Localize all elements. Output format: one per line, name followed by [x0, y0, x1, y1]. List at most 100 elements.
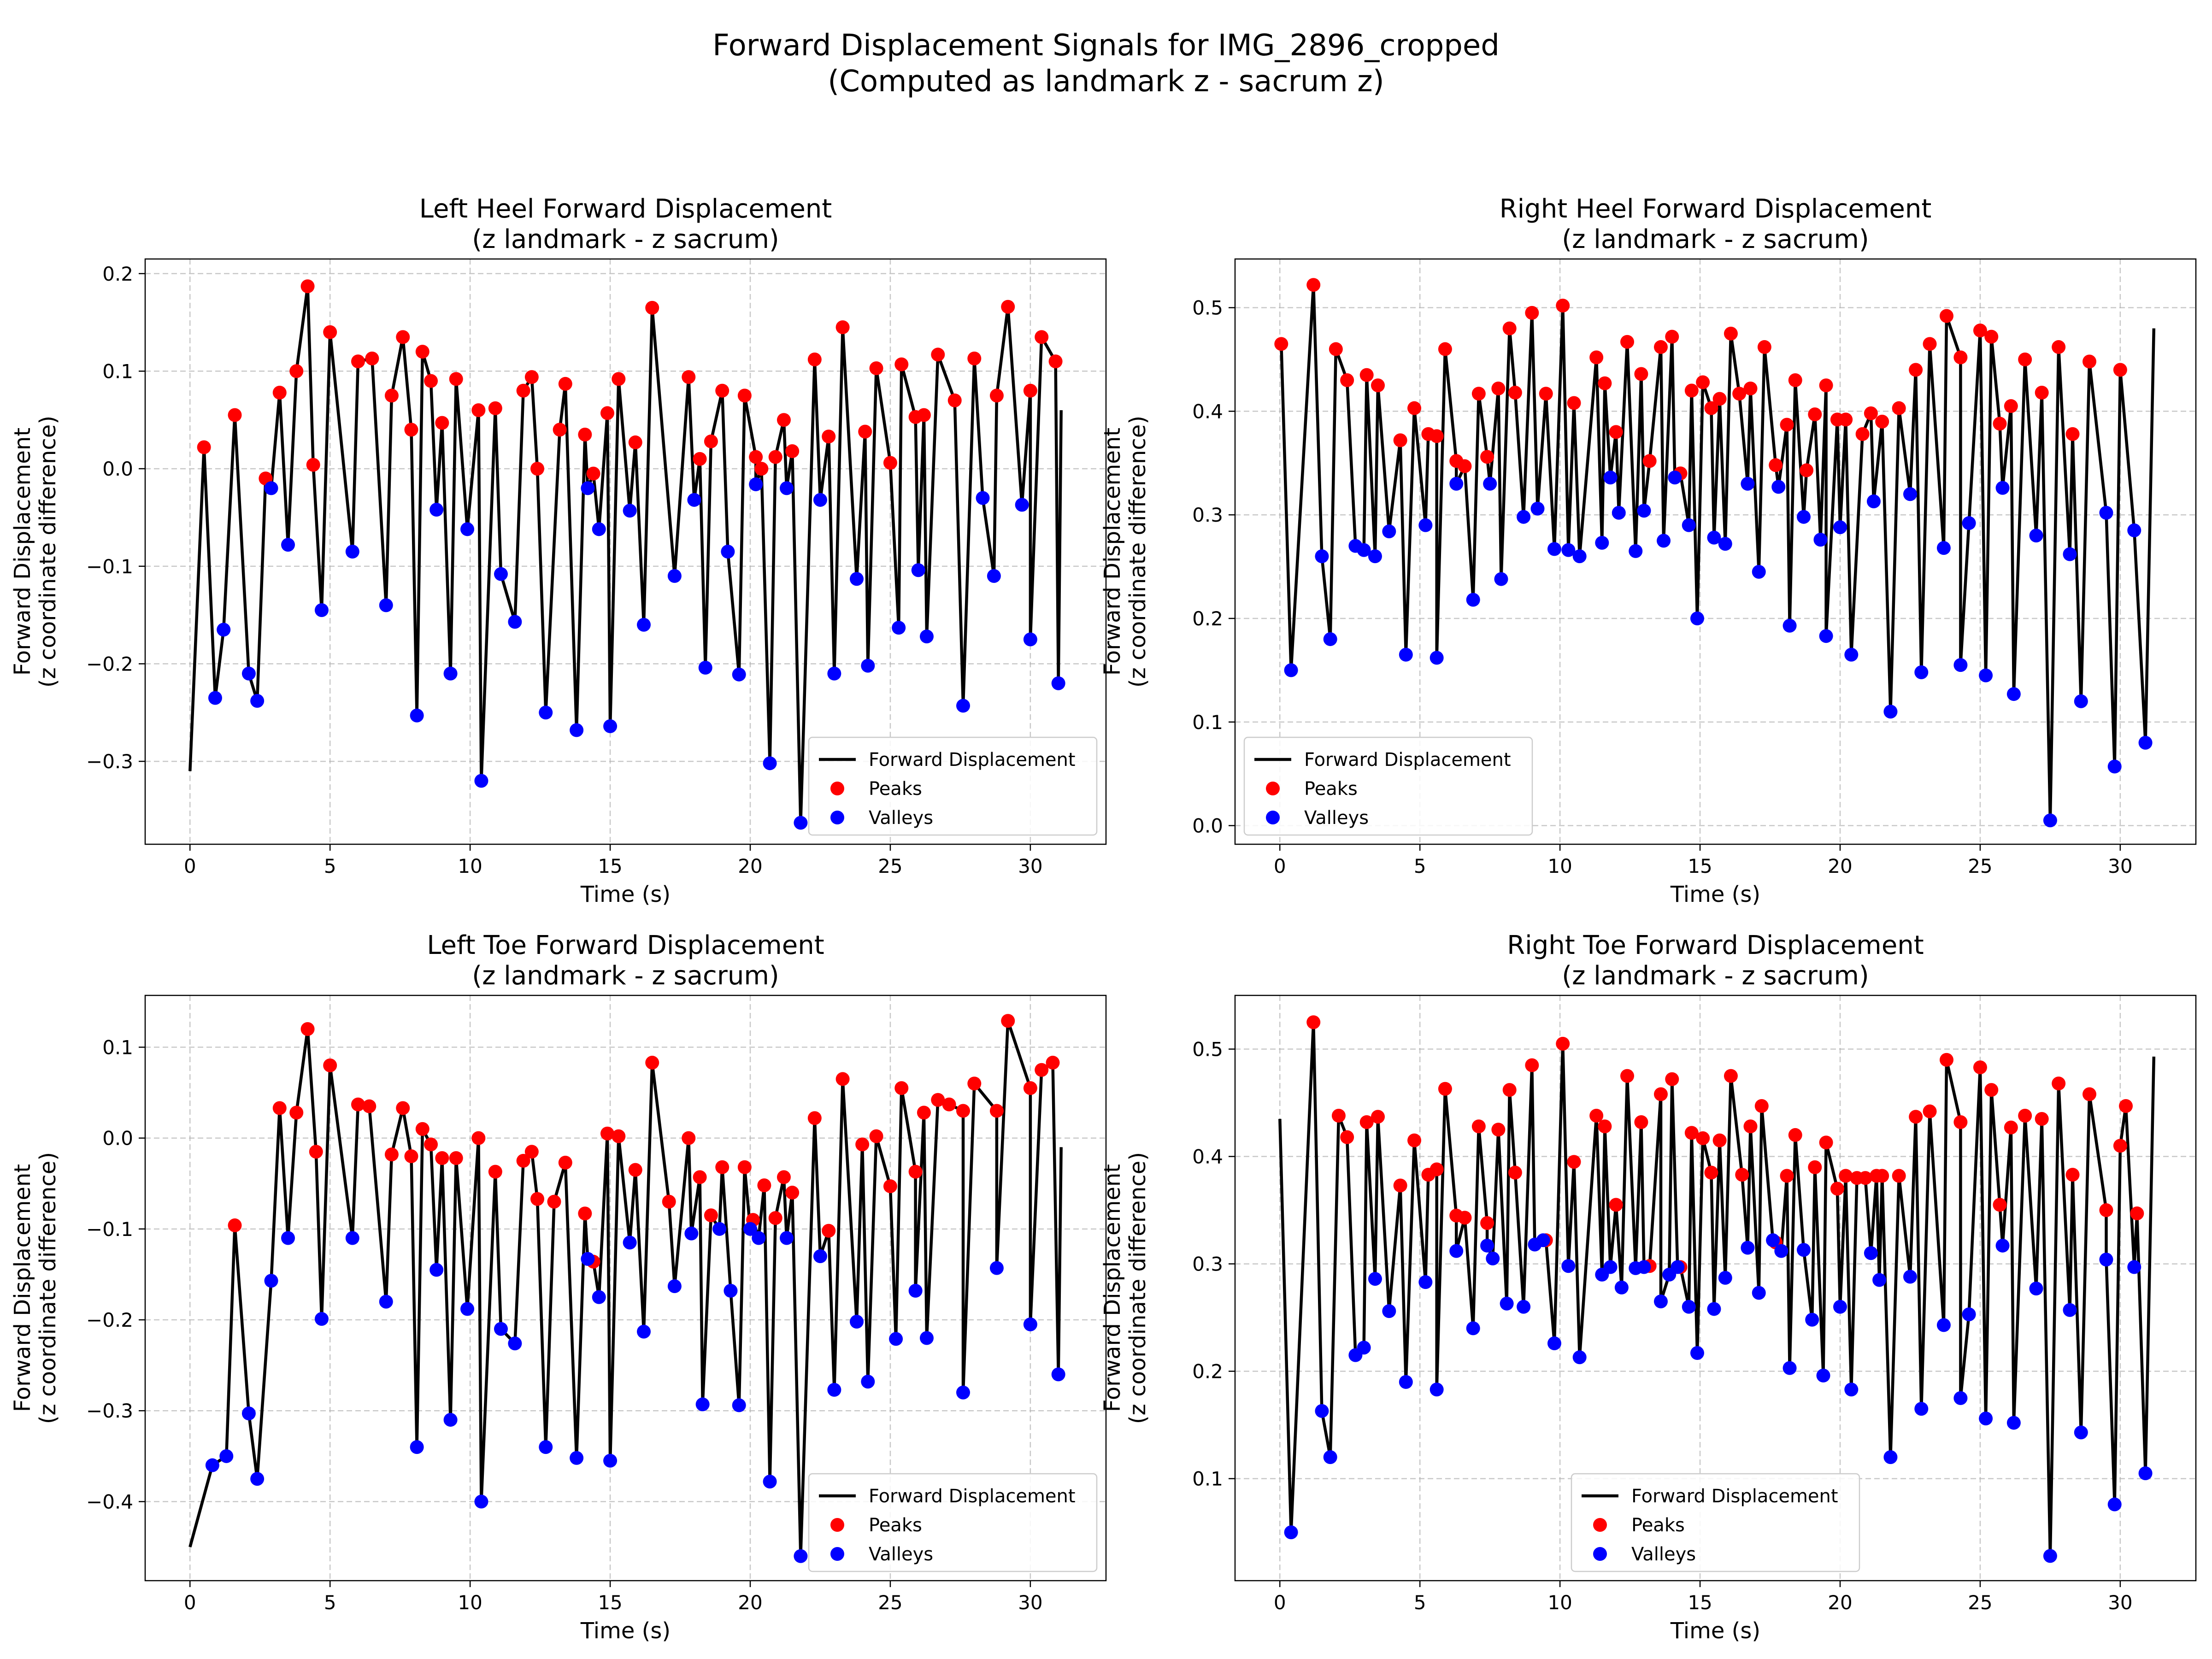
right-heel-valley-marker — [1530, 501, 1545, 516]
left-toe-valley-marker — [724, 1283, 738, 1298]
right-toe-valley-marker — [1805, 1312, 1819, 1327]
right-heel-valley-marker — [1962, 516, 1976, 530]
left-toe-peak-marker — [471, 1131, 486, 1145]
right-heel-valley-marker — [1707, 530, 1721, 545]
left-toe-peak-marker — [578, 1206, 592, 1221]
left-heel-valley-marker — [698, 660, 712, 675]
right-heel-valley-marker — [1914, 665, 1929, 679]
left-heel-valley-marker — [892, 621, 906, 635]
left-heel-peak-marker — [807, 353, 822, 367]
right-heel-xtick-label: 0 — [1274, 855, 1286, 877]
left-heel-peak-marker — [835, 320, 850, 335]
right-heel-valley-marker — [1796, 510, 1811, 524]
left-toe-xtick-label: 15 — [598, 1591, 622, 1614]
left-toe-valley-marker — [752, 1231, 766, 1245]
left-toe-peak-marker — [967, 1077, 982, 1091]
right-heel-peak-marker — [1788, 373, 1802, 387]
right-heel-peak-marker — [1684, 383, 1699, 398]
left-heel-axes-frame — [144, 258, 1107, 845]
right-toe-valley-marker — [1914, 1402, 1929, 1416]
figure-subtitle: (Computed as landmark z - sacrum z) — [828, 65, 1384, 99]
right-toe-peak-marker — [1359, 1115, 1374, 1129]
left-toe-peak-marker — [1023, 1081, 1037, 1095]
left-heel-xtick-label: 5 — [324, 855, 336, 877]
left-heel-peak-marker — [883, 456, 897, 470]
right-toe-valley-marker — [1536, 1233, 1550, 1247]
left-heel-valley-marker — [956, 699, 970, 713]
left-heel-valley-marker — [827, 666, 841, 681]
right-toe-valley-marker — [1653, 1294, 1668, 1309]
left-heel-peak-marker — [530, 462, 545, 476]
right-heel-peak-marker — [2052, 340, 2066, 354]
right-heel-peak-marker — [2065, 427, 2080, 441]
right-heel-valley-marker — [1357, 543, 1371, 557]
left-heel-valley-marker — [592, 522, 606, 536]
right-toe-ytick-label: 0.3 — [1192, 1253, 1223, 1276]
right-toe-peak-marker — [1788, 1128, 1802, 1142]
left-heel-valley-marker — [763, 756, 777, 771]
right-toe-xlabel: Time (s) — [1670, 1618, 1760, 1644]
right-toe-valley-marker — [1449, 1244, 1464, 1258]
right-toe-valley-marker — [1816, 1368, 1830, 1382]
right-toe-ytick-label: 0.4 — [1192, 1146, 1223, 1168]
right-heel-valley-marker — [1466, 593, 1480, 607]
left-toe-legend: Forward Displacement Peaks Valleys — [808, 1473, 1098, 1572]
right-heel-peak-marker — [1696, 375, 1710, 389]
left-heel-ytick-label: −0.3 — [86, 750, 133, 773]
left-heel-legend-box — [808, 736, 1098, 836]
left-heel-valley-marker — [345, 545, 359, 559]
right-heel-peak-marker — [1329, 342, 1343, 356]
left-toe-valley-marker — [345, 1231, 359, 1245]
right-toe-valley-marker — [1547, 1336, 1561, 1351]
right-heel-peak-marker — [1407, 401, 1422, 415]
left-toe-ytick-label: −0.2 — [86, 1309, 133, 1331]
right-heel-peak-marker — [1430, 429, 1444, 443]
right-toe-xtick-label: 5 — [1414, 1591, 1426, 1614]
right-heel-legend: Forward Displacement Peaks Valleys — [1243, 736, 1533, 836]
subplots: 0 5 10 15 20 25 30 −0.3 −0.2 −0.1 0.0 0.1 0.2 Left He… — [10, 194, 2197, 1644]
left-toe-peak-marker — [737, 1160, 752, 1174]
right-toe-valley-marker — [2006, 1416, 2021, 1430]
left-heel-peak-marker — [822, 429, 836, 444]
right-heel-valley-marker — [1284, 663, 1298, 677]
right-toe-legend-box — [1571, 1473, 1860, 1572]
left-toe-peak-marker — [530, 1192, 545, 1206]
right-heel-peak-marker — [1855, 427, 1870, 441]
left-heel-valley-marker — [976, 491, 990, 505]
left-toe-ylabel: Forward Displacement — [10, 1164, 35, 1412]
right-toe-valley-marker — [1315, 1404, 1329, 1418]
left-toe-valley-marker — [712, 1222, 727, 1236]
left-heel-peak-marker — [931, 347, 945, 362]
left-toe-valley-marker — [592, 1290, 606, 1304]
right-heel-peak-marker — [1589, 350, 1604, 365]
left-toe-legend-peak-swatch — [830, 1518, 844, 1532]
right-heel-peak-marker — [1993, 417, 2007, 431]
right-toe-legend-label: Forward Displacement — [1631, 1486, 1838, 1507]
right-toe-valley-marker — [2127, 1260, 2141, 1274]
right-heel-peak-marker — [1909, 363, 1923, 377]
left-toe-peak-marker — [807, 1111, 822, 1125]
right-toe-ytick-label: 0.1 — [1192, 1468, 1223, 1490]
left-heel-peak-marker — [524, 370, 539, 384]
left-heel-valley-marker — [861, 659, 875, 673]
right-toe-valley-marker — [1883, 1450, 1898, 1465]
left-heel-peak-marker — [471, 403, 486, 418]
left-heel-ytick-label: −0.2 — [86, 653, 133, 675]
left-heel-peak-marker — [323, 325, 337, 339]
left-toe-valley-marker — [956, 1385, 970, 1400]
right-toe-peak-marker — [2018, 1108, 2032, 1123]
right-heel-peak-marker — [1984, 329, 1999, 344]
right-heel-xtick-label: 5 — [1414, 855, 1426, 877]
right-heel-valley-marker — [1449, 477, 1464, 491]
left-heel-peak-marker — [777, 413, 791, 427]
left-toe-peak-marker — [435, 1151, 449, 1165]
left-heel-ytick-label: 0.2 — [102, 263, 133, 285]
right-heel-peak-marker — [1556, 299, 1570, 313]
right-heel-peak-marker — [1923, 337, 1937, 351]
right-toe-xtick-label: 10 — [1547, 1591, 1572, 1614]
right-heel-peak-marker — [1819, 378, 1833, 393]
right-heel-xtick-label: 30 — [2108, 855, 2132, 877]
right-heel-ylabel-secondary: (z coordinate difference) — [1125, 416, 1151, 688]
right-toe-peak-marker — [1653, 1087, 1668, 1101]
